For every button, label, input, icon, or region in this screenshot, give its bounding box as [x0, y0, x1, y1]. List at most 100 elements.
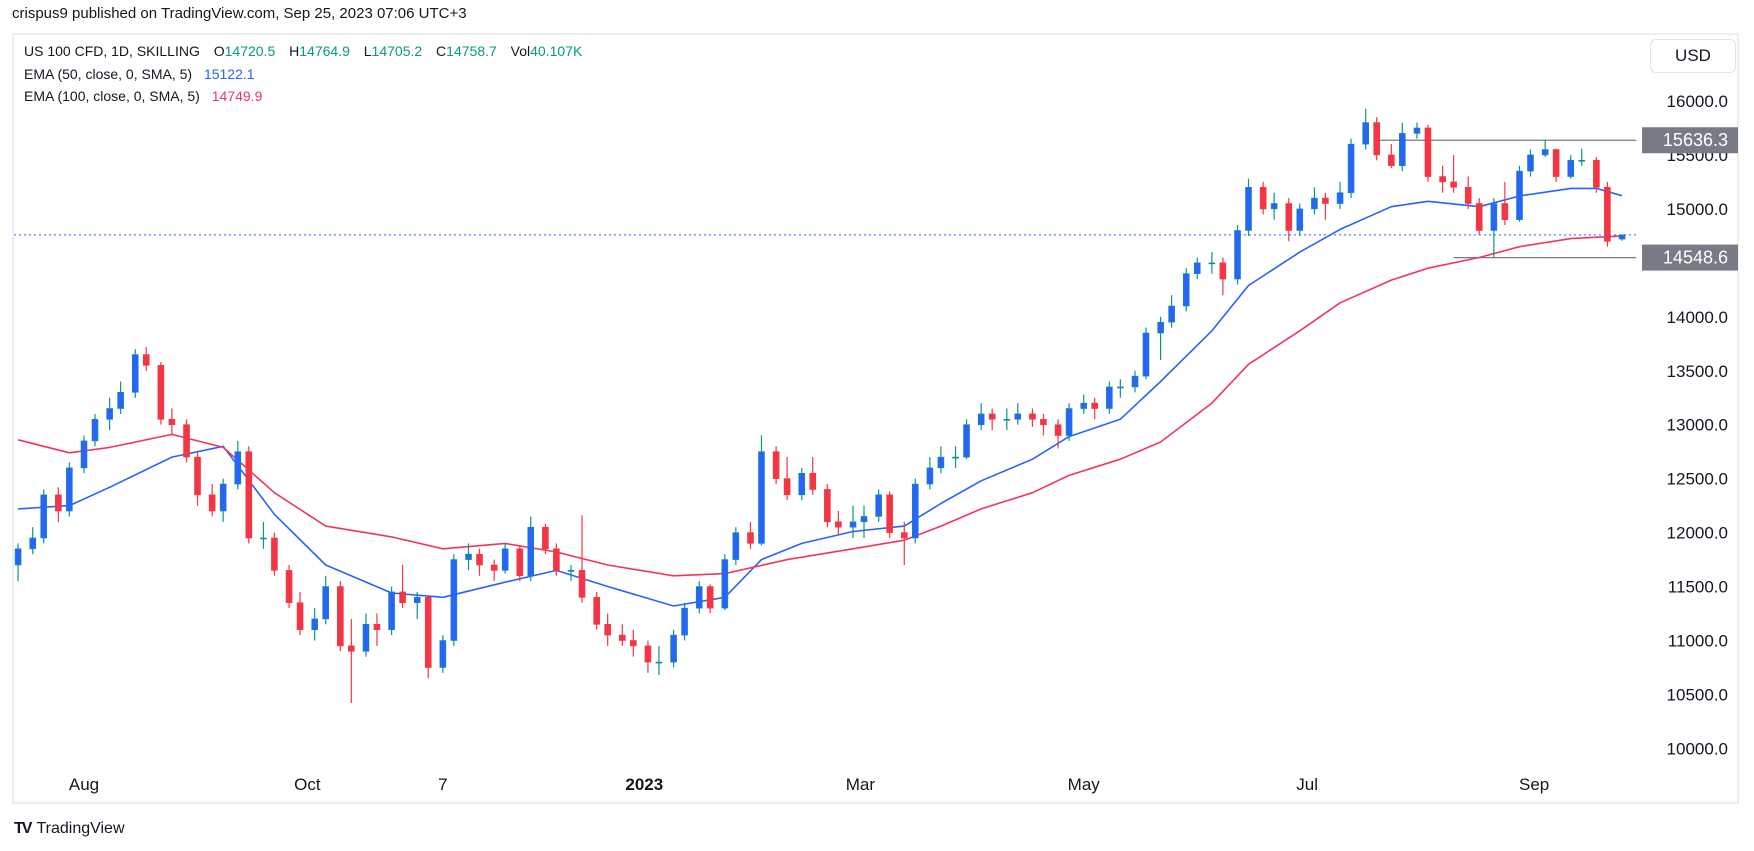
candle-down — [1322, 192, 1329, 220]
tradingview-logo-text[interactable]: TradingView — [36, 820, 125, 837]
candle-down — [373, 613, 381, 646]
x-tick-label: Mar — [846, 775, 876, 794]
candle-body — [234, 451, 242, 485]
candle-body — [1527, 154, 1534, 172]
candle-body — [567, 570, 575, 572]
candle-body — [208, 494, 216, 512]
candle-body — [1040, 419, 1047, 425]
candle-body — [798, 472, 806, 496]
candle-down — [142, 347, 150, 371]
candle-down — [271, 532, 278, 576]
candle-down — [296, 591, 304, 636]
legend-ema100-row[interactable]: EMA (100, close, 0, SMA, 5) 14749.9 — [24, 85, 590, 108]
candles — [14, 108, 1626, 704]
candle-body — [1516, 170, 1523, 220]
candle-body — [399, 591, 406, 604]
candle-body — [1259, 187, 1267, 210]
candle-body — [1336, 192, 1344, 204]
legend-ema50-row[interactable]: EMA (50, close, 0, SMA, 5) 15122.1 — [24, 63, 590, 86]
candle-body — [619, 634, 626, 641]
candle-up — [1193, 257, 1201, 280]
candle-body — [322, 586, 329, 620]
candle-body — [413, 597, 421, 604]
candle-body — [476, 553, 483, 566]
symbol-label[interactable]: US 100 CFD, 1D, SKILLING — [24, 43, 200, 59]
candle-up — [1168, 295, 1175, 328]
candle-down — [783, 457, 791, 501]
candle-body — [501, 548, 509, 571]
candle-down — [1054, 419, 1062, 449]
currency-button[interactable]: USD — [1650, 39, 1736, 73]
candle-down — [424, 595, 432, 679]
ema50-line — [18, 187, 1623, 607]
candle-down — [337, 581, 344, 652]
candle-body — [1475, 203, 1483, 231]
candle-body — [553, 548, 560, 571]
candle-up — [1527, 149, 1534, 177]
candle-down — [706, 584, 714, 614]
candle-body — [1464, 187, 1472, 204]
volume-key: Vol — [510, 43, 531, 59]
candle-down — [194, 451, 201, 506]
candle-body — [706, 586, 714, 609]
candle-body — [758, 451, 765, 544]
candle-up — [40, 489, 48, 544]
candle-up — [260, 521, 267, 549]
candle-body — [219, 483, 227, 512]
tradingview-logo-icon[interactable]: TV — [14, 820, 33, 837]
candle-up — [439, 635, 447, 673]
candle-up — [1399, 122, 1406, 172]
candle-body — [1490, 203, 1498, 231]
x-tick-label: 2023 — [625, 775, 663, 794]
candle-body — [988, 413, 996, 420]
publisher-line: crispus9 published on TradingView.com, S… — [12, 5, 467, 22]
candle-body — [1117, 386, 1124, 389]
candle-up — [1516, 165, 1523, 222]
candle-body — [1618, 234, 1626, 240]
candle-body — [809, 472, 817, 490]
candle-up — [1065, 403, 1073, 441]
candle-down — [168, 408, 176, 436]
candle-body — [194, 456, 201, 496]
candle-body — [245, 451, 253, 539]
candle-body — [937, 456, 945, 469]
candle-body — [604, 624, 611, 636]
candle-body — [1285, 203, 1293, 231]
candle-down — [1040, 413, 1047, 436]
candle-body — [183, 424, 190, 458]
candle-up — [1541, 140, 1549, 158]
candle-body — [593, 597, 600, 625]
y-tick-label: 14000.0 — [1667, 308, 1728, 327]
candle-body — [911, 483, 919, 539]
footer: TV TradingView — [14, 820, 125, 838]
candle-body — [388, 591, 395, 631]
candle-down — [1091, 397, 1099, 420]
ema100-line — [17, 235, 1623, 577]
candle-up — [1080, 394, 1088, 414]
candle-body — [1003, 419, 1011, 421]
candle-body — [824, 489, 831, 523]
candle-body — [695, 586, 703, 609]
legend-symbol-row: US 100 CFD, 1D, SKILLING O14720.5 H14764… — [24, 40, 590, 63]
level-label-text: 14548.6 — [1663, 248, 1728, 268]
candle-body — [732, 532, 740, 560]
candle-down — [399, 564, 406, 609]
candle-up — [1362, 108, 1369, 150]
candle-up — [963, 419, 970, 460]
close-value: 14758.7 — [446, 43, 497, 59]
candle-down — [988, 408, 996, 431]
x-tick-label: Oct — [294, 775, 321, 794]
candle-down — [1593, 157, 1600, 193]
volume-value: 40.107K — [530, 43, 583, 59]
candle-body — [14, 548, 22, 566]
candle-body — [670, 634, 677, 663]
y-tick-label: 16000.0 — [1667, 92, 1728, 111]
candle-down — [1450, 154, 1457, 193]
candle-up — [106, 397, 113, 431]
candle-up — [1347, 138, 1355, 199]
candle-up — [1106, 381, 1113, 414]
candle-down — [157, 362, 165, 425]
candle-body — [1208, 262, 1216, 265]
candle-up — [117, 381, 124, 414]
